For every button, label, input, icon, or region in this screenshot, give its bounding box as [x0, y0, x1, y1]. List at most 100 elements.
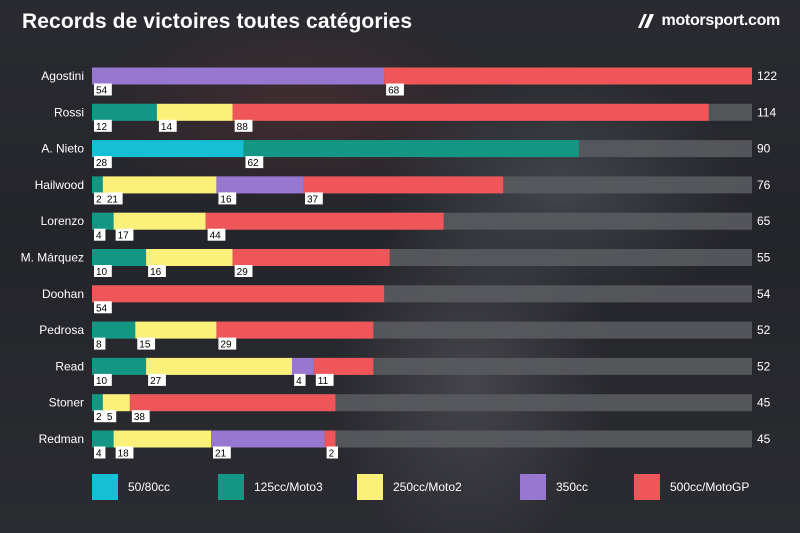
- bar-segment: [216, 321, 374, 339]
- value-label-box: [94, 337, 106, 350]
- value-label-box: [294, 373, 306, 386]
- legend-item: 125cc/Moto3: [218, 474, 323, 500]
- value-label: 8: [96, 340, 102, 351]
- legend-swatch: [92, 474, 118, 500]
- bar-segment: [92, 176, 103, 194]
- value-label-box: [94, 410, 106, 423]
- value-label-box: [94, 156, 112, 169]
- value-label-box: [326, 446, 339, 459]
- total-label: 122: [757, 69, 777, 83]
- motorsport-logo-icon: [637, 14, 654, 28]
- value-label: 10: [96, 376, 108, 387]
- value-label-box: [245, 156, 264, 169]
- legend-item: 50/80cc: [92, 474, 170, 500]
- value-label-box: [104, 410, 117, 423]
- category-label: Doohan: [42, 287, 84, 301]
- value-label: 16: [220, 194, 232, 205]
- value-label-box: [386, 83, 404, 96]
- value-label: 54: [96, 86, 108, 97]
- value-label-box: [94, 373, 112, 386]
- legend-label: 250cc/Moto2: [393, 480, 462, 494]
- chart-legend: 50/80cc 125cc/Moto3 250cc/Moto2 350cc 500cc/…: [92, 474, 792, 502]
- chart-title: Records de victoires toutes catégories: [22, 10, 413, 33]
- total-label: 52: [757, 323, 771, 337]
- bar-segment: [113, 430, 212, 448]
- value-label-box: [158, 119, 177, 132]
- value-label: 68: [388, 86, 400, 97]
- legend-item: 500cc/MotoGP: [634, 474, 749, 500]
- value-label: 11: [318, 376, 329, 387]
- value-label: 37: [307, 194, 319, 205]
- bar-segment: [92, 212, 114, 230]
- legend-swatch: [218, 474, 244, 500]
- value-label: 15: [139, 340, 151, 351]
- total-label: 45: [757, 432, 771, 446]
- value-label-box: [115, 228, 134, 241]
- category-label: Hailwood: [35, 178, 84, 192]
- value-label: 10: [96, 267, 108, 278]
- legend-label: 50/80cc: [128, 480, 171, 494]
- bar-segment: [302, 176, 504, 194]
- value-label: 62: [247, 158, 259, 169]
- legend-label: 500cc/MotoGP: [670, 480, 750, 494]
- value-label-box: [94, 228, 106, 241]
- total-label: 52: [757, 359, 771, 373]
- category-label: A. Nieto: [41, 142, 84, 156]
- category-label: M. Márquez: [21, 251, 84, 265]
- bar-segment: [129, 394, 336, 412]
- value-label-box: [304, 192, 323, 205]
- bar-segment: [324, 430, 336, 448]
- category-label: Pedrosa: [39, 323, 84, 337]
- legend-item: 250cc/Moto2: [357, 474, 462, 500]
- value-label-box: [94, 446, 106, 459]
- total-label: 90: [757, 142, 771, 156]
- value-label-box: [137, 337, 156, 350]
- category-label: Rossi: [54, 105, 84, 119]
- category-label: Read: [55, 359, 84, 373]
- value-label: 5: [107, 412, 113, 423]
- legend-label: 350cc: [556, 480, 589, 494]
- bar-segment: [92, 285, 385, 303]
- legend-swatch: [634, 474, 660, 500]
- value-label-box: [234, 265, 253, 277]
- bar-segment: [92, 321, 136, 339]
- bar-segment: [211, 430, 325, 448]
- value-label-box: [213, 446, 231, 459]
- legend-label: 125cc/Moto3: [254, 480, 323, 494]
- bar-segment: [92, 357, 147, 375]
- bar-segment: [92, 394, 103, 412]
- value-label-box: [104, 192, 123, 205]
- value-label-box: [94, 192, 106, 205]
- total-label: 114: [757, 105, 776, 119]
- legend-swatch: [357, 474, 383, 500]
- value-label: 4: [96, 231, 102, 242]
- total-label: 76: [757, 178, 771, 192]
- value-label: 54: [96, 303, 108, 314]
- bar-segment: [216, 176, 303, 194]
- bar-segment: [384, 67, 752, 85]
- bar-segment: [92, 67, 385, 85]
- bar-segment: [243, 140, 579, 158]
- value-label: 16: [150, 267, 162, 278]
- value-label: 2: [96, 412, 102, 423]
- bar-segment: [146, 249, 233, 266]
- value-label: 21: [107, 194, 119, 205]
- value-label: 17: [118, 231, 130, 242]
- value-label: 4: [96, 449, 102, 460]
- total-label: 54: [757, 287, 771, 301]
- category-label: Stoner: [49, 396, 84, 410]
- value-label-box: [94, 83, 112, 96]
- value-label-box: [315, 373, 334, 386]
- value-label-box: [148, 373, 166, 386]
- value-label: 2: [96, 194, 102, 205]
- value-label: 2: [329, 449, 335, 460]
- value-label: 38: [134, 412, 146, 423]
- value-label: 4: [296, 376, 302, 387]
- bar-segment: [92, 140, 244, 158]
- value-label: 14: [161, 122, 173, 133]
- bar-segment: [113, 212, 206, 230]
- bar-segment: [232, 103, 709, 121]
- category-label: Lorenzo: [41, 214, 85, 228]
- value-label-box: [115, 446, 134, 459]
